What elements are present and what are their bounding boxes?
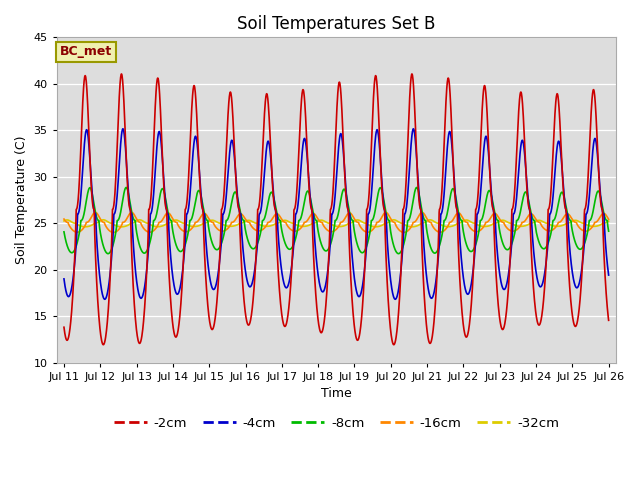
-16cm	[589, 223, 597, 228]
-32cm	[589, 224, 597, 229]
-8cm	[605, 228, 612, 234]
-2cm	[605, 317, 612, 323]
-32cm	[60, 218, 68, 224]
-16cm	[325, 228, 333, 234]
-2cm	[325, 247, 333, 253]
-32cm	[326, 220, 333, 226]
Legend: -2cm, -4cm, -8cm, -16cm, -32cm: -2cm, -4cm, -8cm, -16cm, -32cm	[108, 412, 564, 435]
-32cm	[118, 224, 125, 230]
-2cm	[589, 87, 597, 93]
-4cm	[589, 143, 597, 148]
Line: -4cm: -4cm	[64, 129, 609, 299]
-4cm	[325, 255, 333, 261]
-32cm	[605, 218, 612, 224]
Line: -16cm: -16cm	[64, 212, 609, 232]
-4cm	[490, 207, 497, 213]
-32cm	[88, 222, 95, 228]
-16cm	[60, 216, 68, 222]
X-axis label: Time: Time	[321, 387, 351, 400]
-16cm	[490, 211, 497, 217]
-4cm	[311, 235, 319, 241]
-4cm	[392, 296, 399, 302]
-2cm	[60, 324, 68, 330]
-8cm	[60, 229, 68, 235]
-4cm	[119, 126, 127, 132]
Line: -32cm: -32cm	[64, 220, 609, 227]
Title: Soil Temperatures Set B: Soil Temperatures Set B	[237, 15, 435, 33]
-8cm	[122, 185, 130, 191]
-8cm	[88, 189, 95, 195]
-4cm	[589, 145, 597, 151]
-16cm	[88, 214, 95, 219]
-4cm	[605, 272, 612, 278]
-16cm	[311, 211, 319, 217]
-16cm	[589, 222, 597, 228]
-2cm	[490, 206, 497, 212]
-4cm	[88, 185, 95, 191]
-8cm	[311, 215, 319, 221]
-8cm	[325, 245, 333, 251]
-16cm	[92, 209, 99, 215]
-2cm	[589, 87, 597, 93]
-32cm	[99, 217, 107, 223]
-8cm	[490, 203, 497, 208]
-8cm	[395, 251, 403, 256]
Y-axis label: Soil Temperature (C): Soil Temperature (C)	[15, 136, 28, 264]
-8cm	[589, 207, 597, 213]
-8cm	[589, 208, 597, 214]
-4cm	[60, 276, 68, 282]
-16cm	[400, 229, 408, 235]
-32cm	[490, 221, 497, 227]
Line: -2cm: -2cm	[64, 74, 609, 345]
-16cm	[605, 216, 612, 222]
-2cm	[390, 342, 397, 348]
-32cm	[311, 220, 319, 226]
Text: BC_met: BC_met	[60, 46, 112, 59]
Line: -8cm: -8cm	[64, 188, 609, 253]
-2cm	[311, 274, 319, 279]
-2cm	[118, 71, 125, 77]
-32cm	[589, 224, 597, 229]
-2cm	[88, 192, 95, 197]
